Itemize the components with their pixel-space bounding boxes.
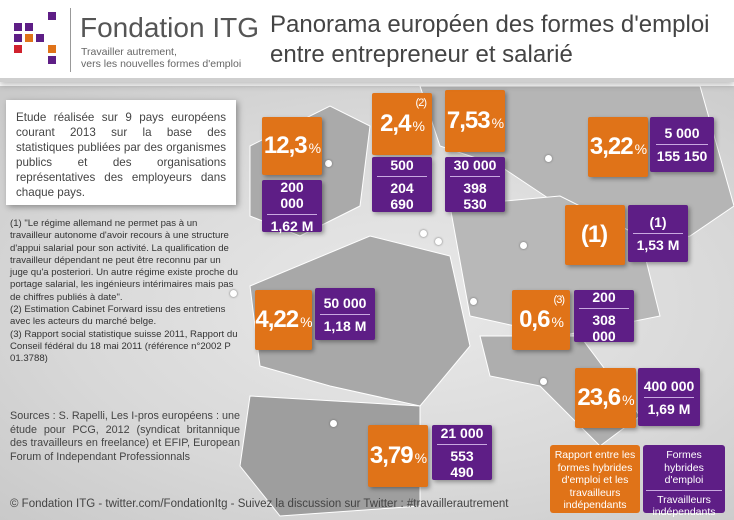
percent-sign: %: [491, 115, 504, 131]
hybrid-count: (1): [633, 211, 683, 234]
ratio-box: 7,53%: [445, 90, 505, 152]
ratio-value: 4,22: [255, 306, 299, 333]
hybrid-count: 200: [579, 286, 629, 309]
ratio-value: 0,6: [519, 306, 550, 333]
legend-hybrid-independent: Formes hybrides d'emploi Travailleurs in…: [643, 445, 725, 518]
independent-count: 1,62 M: [270, 217, 314, 234]
fondation-itg-logo-icon: [14, 12, 64, 68]
hybrid-count: 30 000: [450, 154, 500, 177]
footnote-3: (3) Rapport social statistique suisse 20…: [10, 328, 238, 365]
hybrid-count: 400 000: [643, 375, 695, 398]
legend-independent: Travailleurs indépendants: [652, 493, 716, 519]
ratio-value: 7,53: [446, 107, 491, 134]
counts-box: 30 000 398 530: [445, 157, 505, 212]
sources-text: Sources : S. Rapelli, Les I-pros europée…: [10, 410, 240, 463]
independent-count: 1,53 M: [636, 237, 680, 253]
country-marker: [330, 420, 337, 427]
country-marker: [230, 290, 237, 297]
country-marker: [325, 160, 332, 167]
percent-sign: %: [634, 141, 647, 157]
legend-hybrid: Formes hybrides d'emploi: [646, 449, 722, 491]
ratio-value: 3,22: [589, 133, 634, 160]
counts-box: 200 000 1,62 M: [262, 179, 322, 234]
country-marker: [420, 230, 427, 237]
title-line-2: entre entrepreneur et salarié: [270, 41, 573, 68]
independent-count: 308 000: [592, 311, 616, 344]
note-ref: (3): [553, 294, 565, 306]
footnote-2: (2) Estimation Cabinet Forward issu des …: [10, 304, 226, 328]
hybrid-count: 21 000: [437, 422, 487, 445]
ratio-value: 23,6: [577, 384, 621, 411]
independent-count: 1,18 M: [323, 317, 367, 334]
counts-box: (1) 1,53 M: [628, 205, 688, 262]
ratio-box: 0,6% (3): [512, 290, 570, 350]
ratio-box: 2,4% (2): [372, 93, 432, 155]
percent-sign: %: [622, 392, 634, 408]
tagline-line-1: Travailler autrement,: [81, 46, 177, 58]
divider: [70, 8, 71, 72]
hybrid-count: 200 000: [267, 176, 317, 215]
hybrid-count: 500: [377, 154, 427, 177]
tagline-line-2: vers les nouvelles formes d'emploi: [81, 58, 242, 70]
footer-credits: © Fondation ITG - twitter.com/FondationI…: [10, 498, 509, 510]
counts-box: 400 000 1,69 M: [638, 368, 700, 426]
percent-sign: %: [300, 314, 312, 330]
note-ref: (2): [415, 97, 427, 109]
ratio-box: 4,22%: [255, 290, 313, 350]
independent-count: 155 150: [656, 148, 708, 164]
ratio-value: (1): [580, 221, 608, 248]
independent-count: 204 690: [390, 180, 414, 212]
ratio-box: 3,79%: [368, 425, 428, 487]
country-marker: [545, 155, 552, 162]
percent-sign: %: [551, 314, 563, 330]
ratio-box: 3,22%: [588, 117, 648, 177]
title-line-1: Panorama européen des formes d'emploi: [270, 11, 710, 38]
ratio-box: 23,6%: [575, 368, 636, 428]
country-marker: [520, 242, 527, 249]
hybrid-count: 5 000: [655, 122, 709, 145]
tagline: Travailler autrement, vers les nouvelles …: [81, 46, 241, 70]
ratio-value: 12,3: [263, 132, 308, 159]
counts-box: 500 204 690: [372, 157, 432, 212]
header: Fondation ITG Travailler autrement, vers …: [0, 0, 734, 82]
footnotes: (1) "Le régime allemand ne permet pas à …: [10, 218, 240, 366]
country-marker: [470, 298, 477, 305]
independent-count: 1,69 M: [647, 400, 691, 417]
counts-box: 21 000 553 490: [432, 425, 492, 480]
ratio-value: 2,4: [380, 110, 411, 137]
ratio-box: 12,3%: [262, 117, 322, 175]
footnote-1: (1) "Le régime allemand ne permet pas à …: [10, 218, 238, 303]
hybrid-count: 50 000: [320, 292, 370, 315]
percent-sign: %: [412, 118, 424, 134]
ratio-box: (1): [565, 205, 625, 265]
independent-count: 553 490: [450, 448, 474, 480]
counts-box: 200 308 000: [574, 289, 634, 344]
independent-count: 398 530: [463, 180, 487, 212]
country-marker: [435, 238, 442, 245]
counts-box: 5 000 155 150: [650, 117, 714, 172]
brand-name: Fondation ITG: [80, 12, 259, 43]
page-title: Panorama européen des formes d'emploi ent…: [270, 10, 710, 70]
intro-text: Etude réalisée sur 9 pays européens cour…: [6, 100, 236, 205]
percent-sign: %: [308, 140, 321, 156]
percent-sign: %: [414, 450, 427, 466]
country-marker: [540, 378, 547, 385]
counts-box: 50 000 1,18 M: [315, 288, 375, 340]
legend-ratio: Rapport entre les formes hybrides d'empl…: [550, 445, 640, 513]
ratio-value: 3,79: [369, 442, 414, 469]
